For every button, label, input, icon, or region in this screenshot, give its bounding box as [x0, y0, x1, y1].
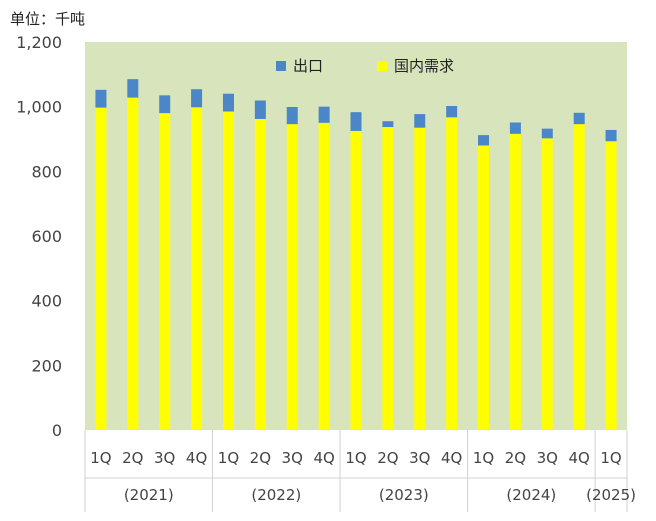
bar-export — [414, 114, 426, 128]
bar-domestic — [414, 127, 426, 431]
x-tick-label: 1Q — [218, 449, 239, 467]
bar-export — [222, 93, 234, 112]
bar-export — [127, 79, 139, 98]
x-tick-label: 3Q — [537, 449, 558, 467]
unit-label: 单位：千吨 — [10, 10, 85, 28]
bar-export — [286, 106, 298, 125]
y-tick-label: 400 — [31, 292, 62, 311]
x-tick-label: 4Q — [186, 449, 207, 467]
x-tick-label: 3Q — [282, 449, 303, 467]
x-tick-label: 3Q — [154, 449, 175, 467]
x-tick-label: 2Q — [122, 449, 143, 467]
bar-domestic — [222, 111, 234, 431]
x-tick-label: 2Q — [377, 449, 398, 467]
bar-export — [254, 100, 266, 119]
year-label: (2023) — [379, 486, 429, 504]
year-label: (2024) — [506, 486, 556, 504]
bar-domestic — [95, 107, 107, 430]
bar-export — [446, 106, 458, 118]
y-tick-label: 1,200 — [16, 33, 62, 52]
bar-domestic — [478, 145, 490, 430]
y-tick-label: 600 — [31, 227, 62, 246]
bar-export — [191, 89, 203, 108]
x-tick-label: 1Q — [345, 449, 366, 467]
x-axis: 1Q 2Q 3Q 4Q 1Q 2Q 3Q 4Q 1Q 2Q 3Q 4Q 1Q 2Q 3Q 4Q 1Q (2021)… — [84, 430, 636, 512]
bar-domestic — [254, 118, 266, 430]
bar-domestic — [605, 141, 617, 430]
x-tick-label: 4Q — [313, 449, 334, 467]
y-tick-label: 200 — [31, 356, 62, 375]
bar-domestic — [573, 124, 585, 430]
bar-domestic — [127, 97, 139, 431]
x-tick-label: 2Q — [505, 449, 526, 467]
bar-export — [509, 122, 521, 134]
x-tick-label: 1Q — [600, 449, 621, 467]
bar-domestic — [318, 122, 330, 430]
bar-domestic — [541, 138, 553, 430]
bars — [95, 79, 617, 431]
legend-swatch — [377, 61, 387, 71]
bar-domestic — [382, 127, 394, 430]
bar-export — [605, 129, 617, 142]
x-tick-label: 2Q — [250, 449, 271, 467]
bar-domestic — [350, 130, 362, 431]
bar-export — [382, 121, 394, 128]
legend-label: 出口 — [293, 57, 323, 75]
bar-export — [159, 95, 171, 114]
x-tick-label: 1Q — [90, 449, 111, 467]
legend: 出口 国内需求 — [276, 57, 454, 75]
bar-export — [95, 89, 107, 108]
bar-domestic — [509, 133, 521, 430]
bar-export — [350, 112, 362, 131]
x-tick-label: 4Q — [569, 449, 590, 467]
bar-export — [541, 128, 553, 139]
bar-export — [573, 112, 585, 125]
legend-label: 国内需求 — [394, 57, 454, 75]
year-label: (2025) — [586, 486, 636, 504]
y-axis: 0 200 400 600 800 1,000 1,200 — [16, 33, 62, 440]
x-tick-label: 1Q — [473, 449, 494, 467]
year-label: (2021) — [124, 486, 174, 504]
bar-domestic — [159, 113, 171, 430]
x-tick-label: 3Q — [409, 449, 430, 467]
year-label: (2022) — [251, 486, 301, 504]
x-tick-label: 4Q — [441, 449, 462, 467]
bar-export — [478, 135, 490, 146]
bar-domestic — [446, 117, 458, 430]
bar-export — [318, 106, 330, 123]
y-tick-label: 1,000 — [16, 98, 62, 117]
y-tick-label: 0 — [52, 421, 62, 440]
bar-domestic — [191, 107, 203, 430]
y-tick-label: 800 — [31, 162, 62, 181]
legend-swatch — [276, 61, 286, 71]
bar-domestic — [286, 124, 298, 430]
